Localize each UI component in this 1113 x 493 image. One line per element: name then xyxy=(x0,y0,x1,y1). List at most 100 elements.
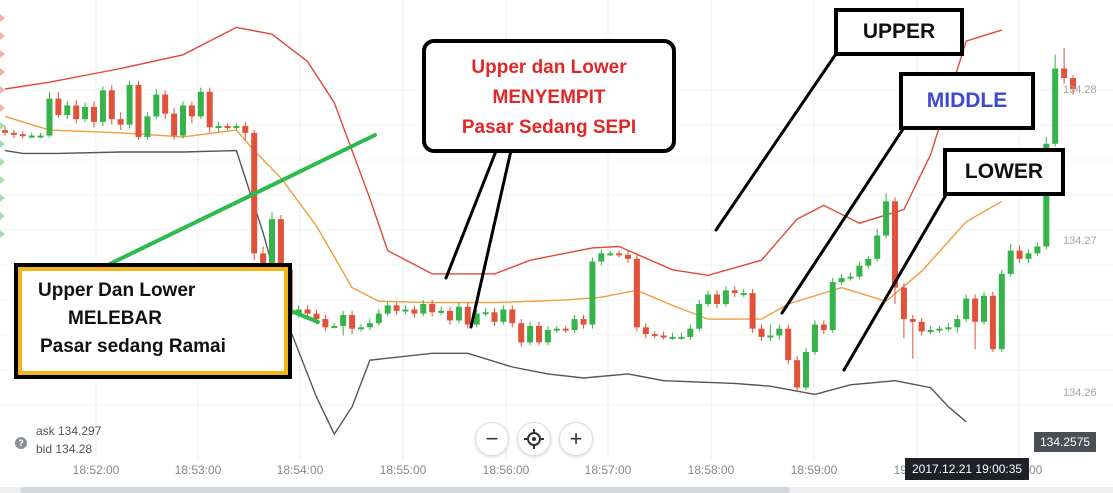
center-target-button[interactable] xyxy=(517,422,551,456)
candle-body xyxy=(277,219,284,270)
timeline-scroll-thumb[interactable] xyxy=(20,487,790,493)
candle-body xyxy=(589,261,596,325)
candle-body xyxy=(153,94,160,117)
left-edge-markers xyxy=(0,14,5,238)
help-icon[interactable]: ? xyxy=(15,437,27,449)
candle-body xyxy=(758,328,765,337)
candle-body xyxy=(340,314,347,326)
candle-body xyxy=(838,277,845,283)
edge-marker xyxy=(0,14,5,22)
x-tick-label: 18:53:00 xyxy=(175,463,222,477)
callout-narrow: Upper dan Lower MENYEMPIT Pasar Sedang S… xyxy=(422,39,676,153)
candle-body xyxy=(945,327,952,330)
candle-body xyxy=(553,328,560,331)
candle-body xyxy=(972,298,979,322)
candle-body xyxy=(865,258,872,266)
candle-body xyxy=(144,116,151,137)
candle-body xyxy=(135,84,142,137)
y-tick-label: 134.28 xyxy=(1063,84,1097,96)
candle-body xyxy=(536,325,542,343)
candle-body xyxy=(99,90,106,122)
candle-body xyxy=(188,105,195,117)
pointer-middle xyxy=(780,121,909,315)
candle-body xyxy=(171,113,178,136)
pointer-narrow-b xyxy=(469,144,514,329)
candle-body xyxy=(1052,68,1059,144)
candle-body xyxy=(37,135,44,138)
edge-marker xyxy=(0,86,5,94)
crosshair-icon xyxy=(524,429,544,449)
edge-marker xyxy=(0,194,5,202)
candle-body xyxy=(1070,78,1076,90)
callout-middle: MIDDLE xyxy=(899,72,1035,130)
pointer-wide-upper xyxy=(81,133,377,279)
candle-body xyxy=(544,330,551,343)
x-axis-labels: 18:52:00 18:53:00 18:54:00 18:55:00 18:56:00… xyxy=(73,463,1043,477)
callout-wide: Upper Dan Lower MELEBAR Pasar sedang Ram… xyxy=(14,263,292,379)
candle-body xyxy=(981,295,987,322)
candle-body xyxy=(696,304,703,329)
candle-body xyxy=(767,335,774,338)
candle-body xyxy=(918,321,925,332)
ask-price: ask 134.297 xyxy=(36,424,102,438)
bid-price: bid 134.28 xyxy=(36,442,93,456)
edge-marker xyxy=(0,104,5,112)
callout-wide-line3: Pasar sedang Ramai xyxy=(40,336,226,357)
x-tick-label: 18:55:00 xyxy=(380,463,427,477)
candle-body xyxy=(829,282,836,331)
candle-body xyxy=(82,106,89,120)
zoom-in-button[interactable]: + xyxy=(559,422,593,456)
candle-body xyxy=(438,310,445,313)
callout-upper: UPPER xyxy=(834,8,964,56)
candle-body xyxy=(936,328,943,331)
pointer-upper xyxy=(714,46,842,232)
candle-body xyxy=(909,319,916,322)
candle-body xyxy=(1025,253,1032,259)
candle-body xyxy=(989,295,996,350)
candle-body xyxy=(776,328,783,336)
candle-body xyxy=(322,319,329,328)
zoom-out-button[interactable]: − xyxy=(475,422,509,456)
candle-body xyxy=(455,306,462,321)
candle-body xyxy=(73,105,80,120)
candle-body xyxy=(19,134,26,137)
candle-body xyxy=(687,328,694,337)
callout-wide-line2: MELEBAR xyxy=(68,308,162,329)
candle-body xyxy=(509,309,516,324)
candle-body xyxy=(313,313,320,320)
bollinger-bands xyxy=(4,26,1003,436)
candle-body xyxy=(580,319,587,325)
cursor-datetime: 2017.12.21 19:00:35 xyxy=(905,458,1030,480)
edge-marker xyxy=(0,158,5,166)
edge-marker xyxy=(0,212,5,220)
candle-body xyxy=(794,360,801,388)
candle-body xyxy=(1034,246,1041,254)
pointer-lower xyxy=(842,186,952,372)
y-tick-label: 134.26 xyxy=(1063,387,1097,399)
candle-body xyxy=(678,336,685,339)
edge-marker xyxy=(0,50,5,58)
band-lower xyxy=(4,149,967,436)
pointer-narrow-a xyxy=(444,144,500,280)
candle-body xyxy=(393,305,400,311)
candle-body xyxy=(892,201,898,288)
callout-narrow-line3: Pasar Sedang SEPI xyxy=(461,117,637,138)
candle-body xyxy=(616,253,623,256)
candle-body xyxy=(117,119,124,125)
candle-body xyxy=(28,135,35,138)
candle-body xyxy=(349,314,356,329)
edge-marker xyxy=(0,230,5,238)
candle-body xyxy=(473,313,480,325)
candle-body xyxy=(126,84,133,125)
edge-marker xyxy=(0,122,5,130)
candle-body xyxy=(331,325,338,328)
candle-body xyxy=(304,309,311,314)
band-middle xyxy=(4,115,1003,320)
callout-lower: LOWER xyxy=(943,148,1065,196)
candle-body xyxy=(731,290,738,294)
candle-body xyxy=(464,306,471,325)
callout-narrow-line1: Upper dan Lower xyxy=(471,57,627,78)
candle-body xyxy=(384,305,391,314)
candle-body xyxy=(811,324,818,352)
